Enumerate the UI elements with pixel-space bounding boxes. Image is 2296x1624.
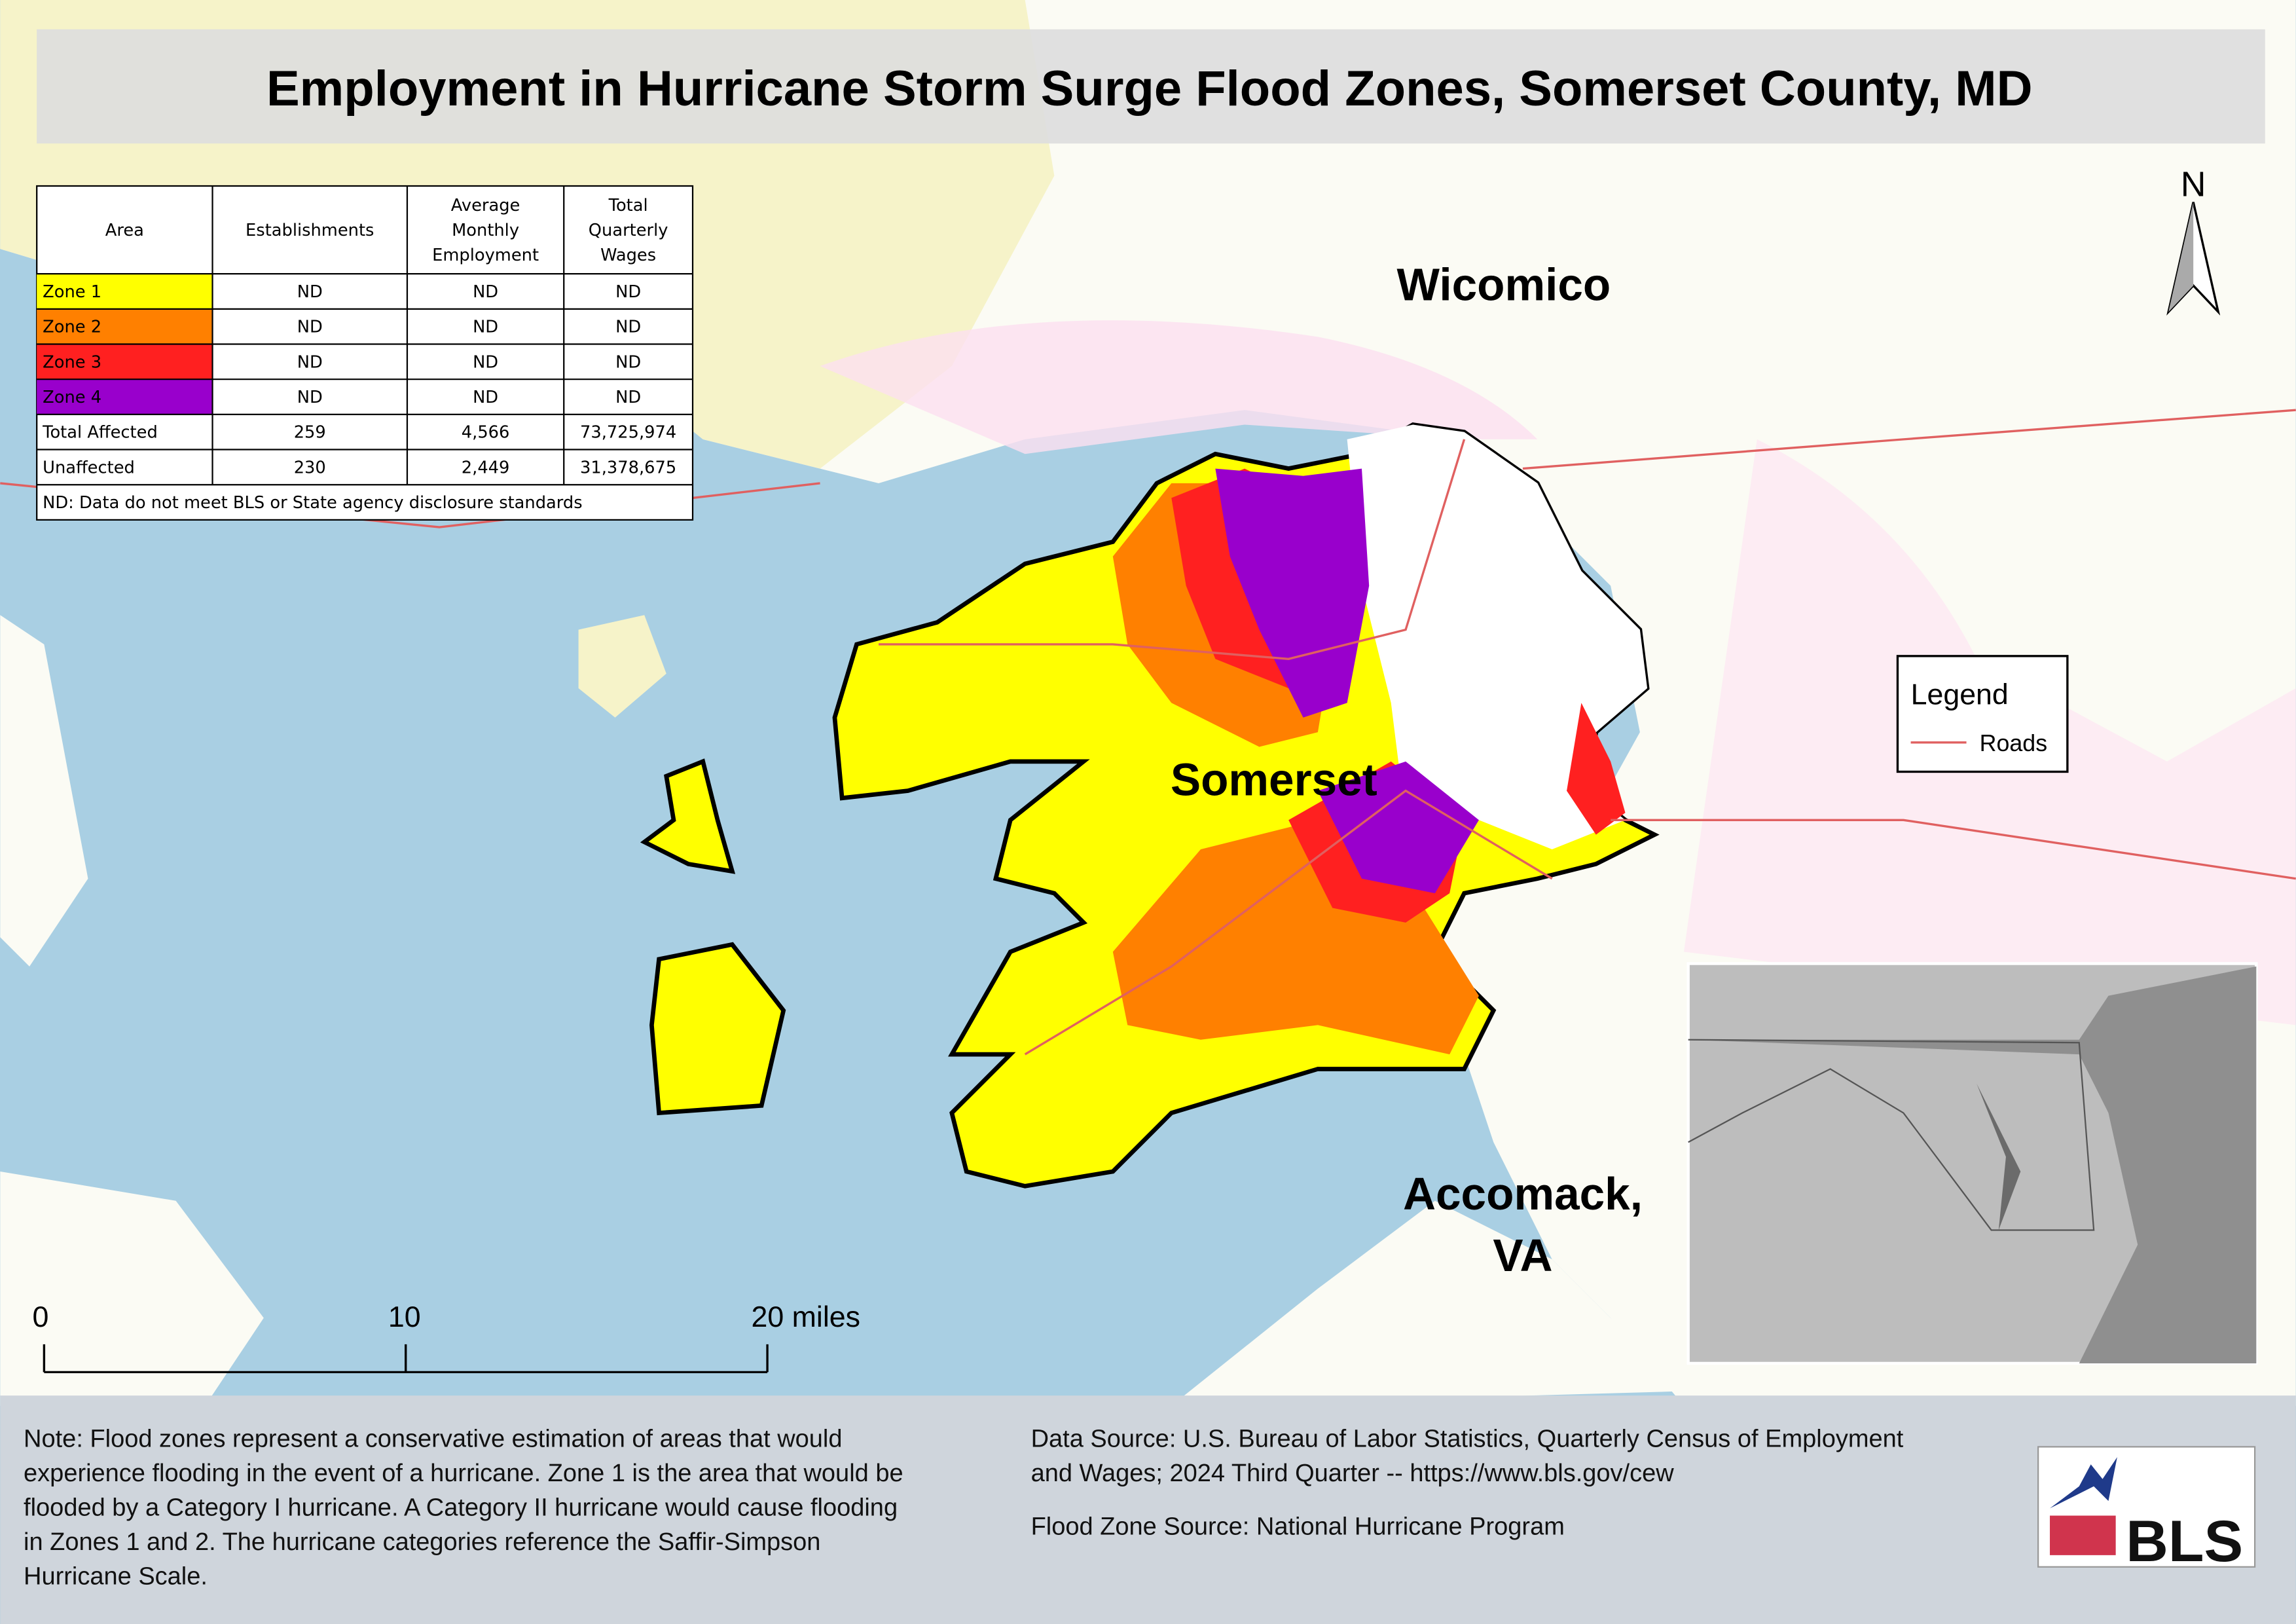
table-cell: 4,566	[462, 423, 510, 443]
inset-bay	[1977, 1083, 2021, 1230]
table-cell: Zone 4	[43, 388, 101, 407]
table-cell: 31,378,675	[580, 458, 676, 477]
scale-label: 0	[32, 1301, 48, 1333]
footer	[0, 1395, 2296, 1624]
legend-title: Legend	[1911, 679, 2009, 711]
accomack-land	[1171, 1200, 1684, 1406]
table-cell: ND	[473, 282, 498, 302]
zone-fringe	[820, 320, 1538, 454]
table-cell: ND	[615, 282, 641, 302]
logo-mark	[2050, 1457, 2117, 1509]
source-line: Data Source: U.S. Bureau of Labor Statis…	[1031, 1425, 1904, 1452]
table-cell: Unaffected	[43, 458, 135, 477]
table-cell: ND	[297, 318, 323, 337]
zone-4-area	[1215, 468, 1370, 718]
zone-swatch	[37, 274, 213, 309]
table-cell: ND	[473, 318, 498, 337]
note-line: experience flooding in the event of a hu…	[24, 1460, 903, 1487]
source-line: Flood Zone Source: National Hurricane Pr…	[1031, 1513, 1565, 1541]
title-bar	[37, 29, 2265, 144]
note-line: Hurricane Scale.	[24, 1563, 208, 1591]
table-cell: ND	[297, 282, 323, 302]
table-header: Employment	[432, 246, 539, 265]
logo-stripes	[2050, 1515, 2116, 1555]
scale-bar	[43, 1344, 769, 1374]
zone-swatch	[37, 308, 213, 344]
table-cell: 259	[294, 423, 326, 443]
note-line: flooded by a Category I hurricane. A Cat…	[24, 1494, 898, 1522]
title: Employment in Hurricane Storm Surge Floo…	[266, 61, 2032, 117]
place-label: Wicomico	[1397, 259, 1611, 310]
table-cell: ND	[615, 352, 641, 372]
note-line: Note: Flood zones represent a conservati…	[24, 1425, 842, 1452]
scale-label: 10	[388, 1301, 421, 1333]
inset-ocean	[1688, 966, 2257, 1363]
table-cell: ND	[615, 388, 641, 407]
data-table: Area Establishments Average Monthly Employme…	[36, 185, 694, 521]
table-cell: ND	[473, 388, 498, 407]
inset-borders	[1688, 1039, 2095, 1231]
table-cell: Zone 2	[43, 318, 101, 337]
zone-4-area	[1317, 761, 1479, 894]
north-label: N	[2181, 165, 2206, 204]
zone-swatch	[37, 344, 213, 380]
unaffected-area	[1347, 424, 1648, 850]
table-cell: ND	[297, 388, 323, 407]
legend-box	[1896, 655, 2069, 773]
table-header: Quarterly	[589, 221, 668, 240]
table-cell: Total Affected	[42, 423, 158, 443]
island	[578, 615, 666, 718]
table-cell: Zone 1	[43, 282, 101, 302]
table-header: Monthly	[452, 221, 519, 240]
table-footnote: ND: Data do not meet BLS or State agency…	[43, 493, 582, 513]
zone-3-area	[1567, 703, 1626, 835]
smith-island	[640, 758, 736, 874]
table-cell: ND	[297, 352, 323, 372]
north-arrow-shade	[2168, 202, 2194, 312]
source-line: and Wages; 2024 Third Quarter -- https:/…	[1031, 1460, 1675, 1487]
place-label: Accomack,	[1403, 1168, 1643, 1219]
table-cell: Zone 3	[43, 352, 101, 372]
table-header: Total	[608, 196, 648, 215]
notes: Note: Flood zones represent a conservati…	[24, 1425, 1904, 1590]
table-header: Wages	[600, 246, 656, 265]
table-cell: 230	[294, 458, 326, 477]
western-shore	[0, 615, 88, 967]
place-label: Somerset	[1171, 754, 1377, 805]
legend-items: Roads	[1910, 730, 2047, 756]
table-cell: 2,449	[462, 458, 510, 477]
scale-label: 20 miles	[751, 1301, 860, 1333]
place-label: VA	[1493, 1230, 1552, 1281]
table-cell: ND	[615, 318, 641, 337]
note-line: in Zones 1 and 2. The hurricane categori…	[24, 1528, 820, 1556]
zone-swatch	[37, 379, 213, 415]
table-header: Average	[451, 196, 520, 215]
legend-label: Roads	[1980, 730, 2047, 756]
logo-text: BLS	[2126, 1508, 2243, 1574]
table-header: Area	[105, 221, 144, 240]
table-cell: 73,725,974	[580, 423, 676, 443]
table-header: Establishments	[246, 221, 374, 240]
table-cell: ND	[473, 352, 498, 372]
south-marsh-island	[649, 942, 786, 1116]
